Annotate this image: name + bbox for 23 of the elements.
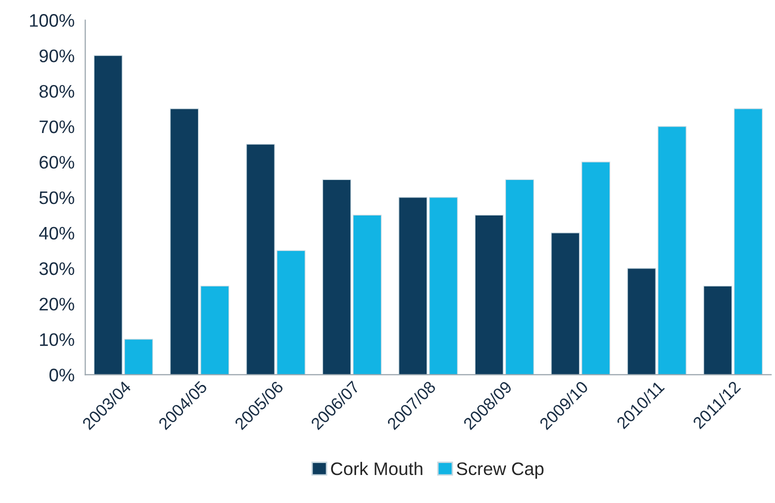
y-tick-label: 50% (39, 191, 74, 204)
bar (550, 232, 580, 375)
bar (170, 108, 199, 375)
bar (352, 214, 382, 375)
y-tick-label: 60% (40, 156, 74, 169)
y-tick-label: 20% (40, 298, 74, 311)
bar (200, 286, 230, 375)
bar (505, 179, 534, 375)
y-tick-label: 10% (40, 333, 74, 346)
legend-label: Cork Mouth (331, 462, 422, 476)
y-tick-label: 80% (39, 84, 74, 98)
bar (581, 162, 610, 375)
y-tick-label: 40% (39, 226, 74, 240)
bar (703, 286, 732, 375)
y-tick-label: 90% (40, 50, 74, 62)
bar (474, 214, 504, 375)
y-tick-label: 30% (39, 262, 74, 276)
y-tick-label: 0% (49, 368, 74, 382)
y-tick-label: 70% (40, 120, 74, 134)
legend-label: Screw Cap (456, 462, 544, 479)
bar (322, 179, 352, 375)
bar (734, 108, 763, 375)
y-tick-label: 100% (30, 14, 74, 27)
